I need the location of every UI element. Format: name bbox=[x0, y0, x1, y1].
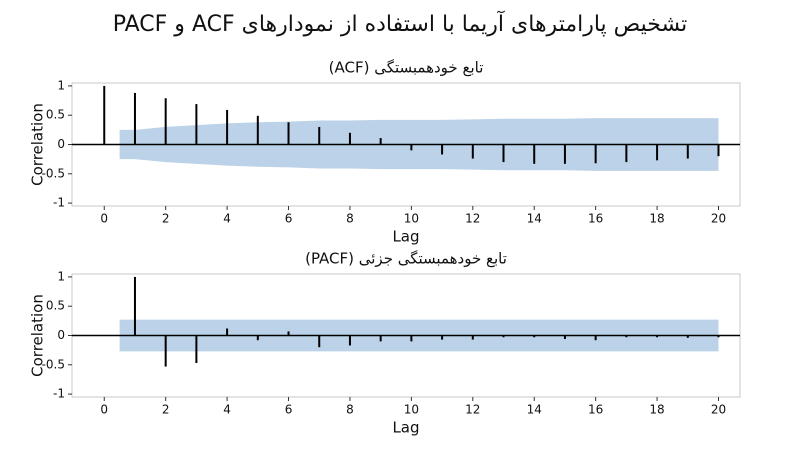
x-tick-label: 18 bbox=[649, 403, 664, 417]
x-tick-label: 14 bbox=[527, 212, 542, 226]
x-tick-label: 18 bbox=[649, 212, 664, 226]
y-tick-label: -1 bbox=[53, 196, 65, 210]
y-tick-label: -1 bbox=[53, 387, 65, 401]
x-tick-label: 6 bbox=[285, 212, 293, 226]
x-tick-label: 12 bbox=[465, 403, 480, 417]
x-tick-label: 2 bbox=[162, 403, 170, 417]
x-axis-label: Lag bbox=[392, 228, 419, 246]
x-tick-label: 4 bbox=[223, 212, 231, 226]
y-tick-label: 0.5 bbox=[46, 108, 65, 122]
x-axis-label: Lag bbox=[392, 419, 419, 437]
x-tick-label: 0 bbox=[100, 403, 108, 417]
x-tick-label: 0 bbox=[100, 212, 108, 226]
x-tick-label: 8 bbox=[346, 403, 354, 417]
subplot-title: تابع خودهمبستگی جزئی (PACF) bbox=[305, 250, 507, 268]
y-tick-label: 1 bbox=[57, 269, 65, 283]
x-tick-label: 20 bbox=[711, 212, 726, 226]
x-tick-label: 10 bbox=[404, 212, 419, 226]
page-title: تشخیص پارامترهای آریما با استفاده از نمو… bbox=[113, 10, 687, 37]
x-tick-label: 20 bbox=[711, 403, 726, 417]
y-tick-label: -0.5 bbox=[42, 357, 65, 371]
y-tick-label: -0.5 bbox=[42, 166, 65, 180]
x-tick-label: 14 bbox=[527, 403, 542, 417]
x-tick-label: 6 bbox=[285, 403, 293, 417]
x-tick-label: 16 bbox=[588, 212, 603, 226]
y-axis-label: Correlation bbox=[29, 103, 47, 186]
subplot-title: تابع خودهمبستگی (ACF) bbox=[329, 59, 484, 77]
x-tick-label: 4 bbox=[223, 403, 231, 417]
x-tick-label: 16 bbox=[588, 403, 603, 417]
x-tick-label: 2 bbox=[162, 212, 170, 226]
y-tick-label: 0.5 bbox=[46, 299, 65, 313]
x-tick-label: 12 bbox=[465, 212, 480, 226]
y-tick-label: 1 bbox=[57, 78, 65, 92]
y-axis-label: Correlation bbox=[29, 294, 47, 377]
x-tick-label: 10 bbox=[404, 403, 419, 417]
x-tick-label: 8 bbox=[346, 212, 354, 226]
y-tick-label: 0 bbox=[57, 328, 65, 342]
y-tick-label: 0 bbox=[57, 137, 65, 151]
